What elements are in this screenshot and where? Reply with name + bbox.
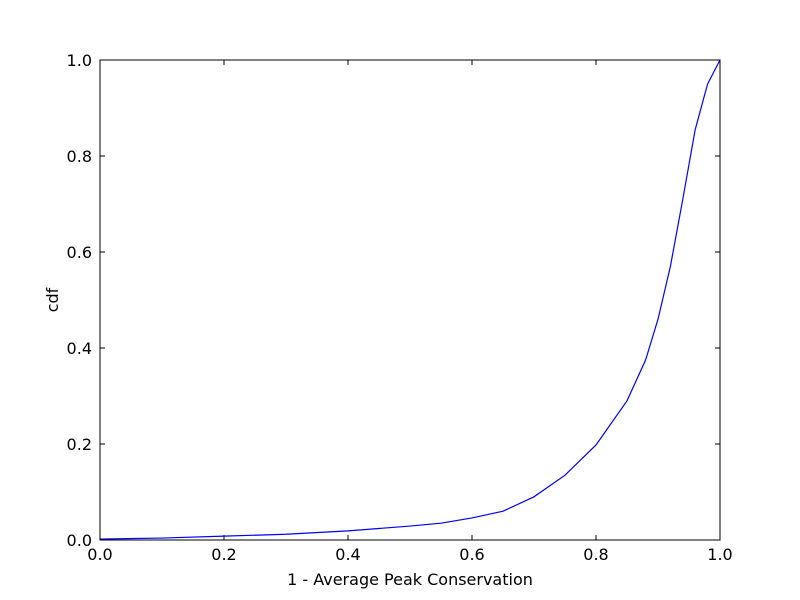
y-tick-label: 0.4 xyxy=(67,339,92,358)
x-axis-label: 1 - Average Peak Conservation xyxy=(287,570,533,589)
y-tick-label: 0.2 xyxy=(67,435,92,454)
y-tick-label: 0.8 xyxy=(67,147,92,166)
x-tick-label: 0.4 xyxy=(335,545,360,564)
plot-frame xyxy=(99,59,721,541)
x-tick-label: 0.0 xyxy=(87,545,112,564)
y-tick-label: 1.0 xyxy=(67,51,92,70)
x-tick-label: 0.2 xyxy=(211,545,236,564)
y-tick-label: 0.0 xyxy=(67,531,92,550)
y-tick-label: 0.6 xyxy=(67,243,92,262)
x-tick-label: 0.8 xyxy=(583,545,608,564)
x-tick-label: 0.6 xyxy=(459,545,484,564)
y-axis-label: cdf xyxy=(43,287,62,312)
x-tick-label: 1.0 xyxy=(707,545,732,564)
line-series xyxy=(99,59,721,540)
